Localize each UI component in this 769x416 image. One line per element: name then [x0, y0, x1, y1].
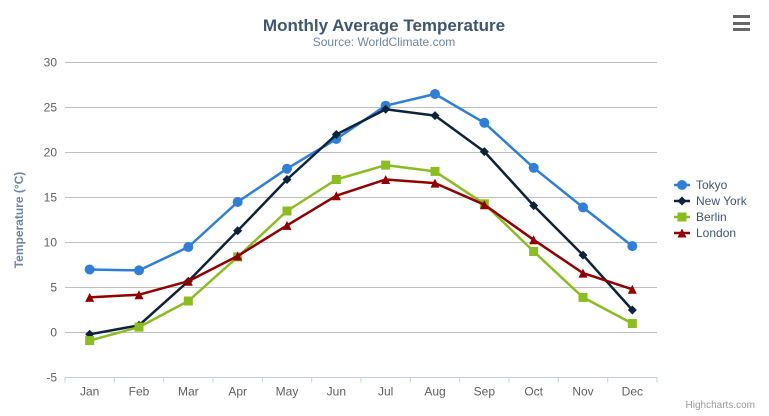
tokyo-data-point[interactable]: [84, 264, 95, 275]
x-tick-label: Dec: [622, 385, 643, 399]
legend: Tokyo New York Berlin London: [674, 178, 748, 240]
berlin-data-point[interactable]: [134, 322, 144, 332]
tokyo-data-point[interactable]: [232, 197, 243, 207]
tokyo-data-point[interactable]: [134, 265, 144, 276]
tokyo-line: [88, 92, 634, 272]
legend-label-berlin: Berlin: [696, 210, 727, 224]
x-tick-label: Jun: [327, 385, 346, 399]
chart-subtitle: Source: WorldClimate.com: [313, 35, 456, 49]
new-york-data-point[interactable]: [529, 201, 539, 211]
new-york-legend-data-point[interactable]: [677, 196, 687, 206]
x-tick-label: Sep: [474, 385, 496, 399]
tokyo-data-point[interactable]: [578, 202, 588, 213]
series-london: [85, 175, 637, 302]
legend-label-tokyo: Tokyo: [696, 178, 728, 192]
x-tick-label: May: [276, 385, 299, 399]
london-data-point[interactable]: [479, 200, 489, 210]
series-new-york: [85, 104, 637, 339]
new-york-data-point[interactable]: [627, 305, 637, 315]
x-tick-label: Jan: [80, 385, 99, 399]
y-tick-label: 20: [44, 146, 58, 160]
berlin-data-point[interactable]: [578, 292, 588, 302]
legend-label-new-york: New York: [696, 194, 748, 208]
y-tick-label: -5: [46, 371, 57, 385]
london-data-point[interactable]: [529, 235, 539, 245]
y-axis-title: Temperature (°C): [12, 172, 26, 269]
berlin-data-point[interactable]: [381, 160, 391, 170]
legend-item-london[interactable]: London: [674, 226, 736, 240]
x-tick-label: Apr: [228, 385, 247, 399]
berlin-data-point[interactable]: [183, 296, 193, 306]
y-tick-label: 30: [44, 56, 58, 70]
chart-title: Monthly Average Temperature: [263, 16, 505, 35]
x-tick-label: Aug: [424, 385, 445, 399]
y-tick-label: 10: [44, 236, 58, 250]
legend-item-berlin[interactable]: Berlin: [674, 210, 727, 224]
berlin-data-point[interactable]: [85, 336, 95, 346]
new-york-data-point[interactable]: [430, 111, 440, 121]
new-york-data-point[interactable]: [282, 175, 292, 184]
menu-bar: [733, 15, 750, 18]
new-york-data-point[interactable]: [381, 104, 391, 114]
london-data-point[interactable]: [430, 178, 440, 188]
x-axis: [64, 377, 658, 383]
new-york-data-point[interactable]: [578, 250, 588, 260]
series-tokyo: [84, 89, 638, 276]
x-tick-label: Feb: [129, 385, 150, 399]
gridlines: [65, 62, 657, 333]
x-tick-label: Nov: [572, 385, 593, 399]
london-data-point[interactable]: [85, 292, 95, 302]
berlin-data-point[interactable]: [331, 175, 341, 184]
menu-bar: [733, 28, 750, 31]
london-data-point[interactable]: [183, 276, 193, 286]
london-legend-data-point[interactable]: [677, 228, 687, 238]
series-group: [84, 89, 638, 346]
london-data-point[interactable]: [578, 268, 588, 278]
y-tick-label: 0: [50, 326, 57, 340]
new-york-data-point[interactable]: [331, 130, 341, 139]
tokyo-data-point[interactable]: [528, 162, 539, 173]
tokyo-data-point[interactable]: [430, 89, 440, 99]
tokyo-legend-data-point[interactable]: [677, 180, 687, 190]
tokyo-data-point[interactable]: [183, 242, 194, 252]
berlin-legend-data-point[interactable]: [677, 212, 687, 222]
y-tick-label: 25: [44, 101, 58, 115]
tokyo-data-point[interactable]: [627, 241, 638, 252]
y-axis-labels: -5 0 5 10 15 20 25 30: [44, 56, 58, 385]
london-data-point[interactable]: [331, 191, 341, 201]
menu-bar: [733, 21, 750, 25]
y-tick-label: 5: [50, 281, 57, 295]
y-tick-label: 15: [44, 191, 58, 205]
hamburger-menu-icon[interactable]: [733, 15, 750, 31]
x-tick-label: Jul: [378, 385, 393, 399]
london-data-point[interactable]: [233, 251, 243, 261]
new-york-data-point[interactable]: [233, 226, 243, 236]
london-data-point[interactable]: [134, 290, 144, 300]
london-data-point[interactable]: [282, 220, 292, 230]
legend-item-new-york[interactable]: New York: [674, 194, 748, 208]
new-york-line: [88, 108, 634, 336]
legend-label-london: London: [696, 226, 736, 240]
x-tick-label: Mar: [178, 385, 199, 399]
new-york-data-point[interactable]: [479, 147, 489, 157]
x-axis-labels: Jan Feb Mar Apr May Jun Jul Aug Sep Oct Nov Dec: [80, 385, 643, 399]
berlin-data-point[interactable]: [430, 166, 440, 176]
x-tick-label: Oct: [524, 385, 543, 399]
tokyo-data-point[interactable]: [479, 117, 490, 128]
london-line: [88, 178, 634, 299]
london-data-point[interactable]: [381, 175, 391, 184]
berlin-data-point[interactable]: [529, 247, 539, 256]
berlin-data-point[interactable]: [282, 206, 292, 216]
legend-item-tokyo[interactable]: Tokyo: [674, 178, 728, 192]
tokyo-data-point[interactable]: [282, 163, 292, 174]
credits-link[interactable]: Highcharts.com: [686, 400, 755, 411]
london-data-point[interactable]: [627, 284, 637, 294]
berlin-line: [88, 163, 634, 342]
berlin-data-point[interactable]: [627, 319, 637, 328]
